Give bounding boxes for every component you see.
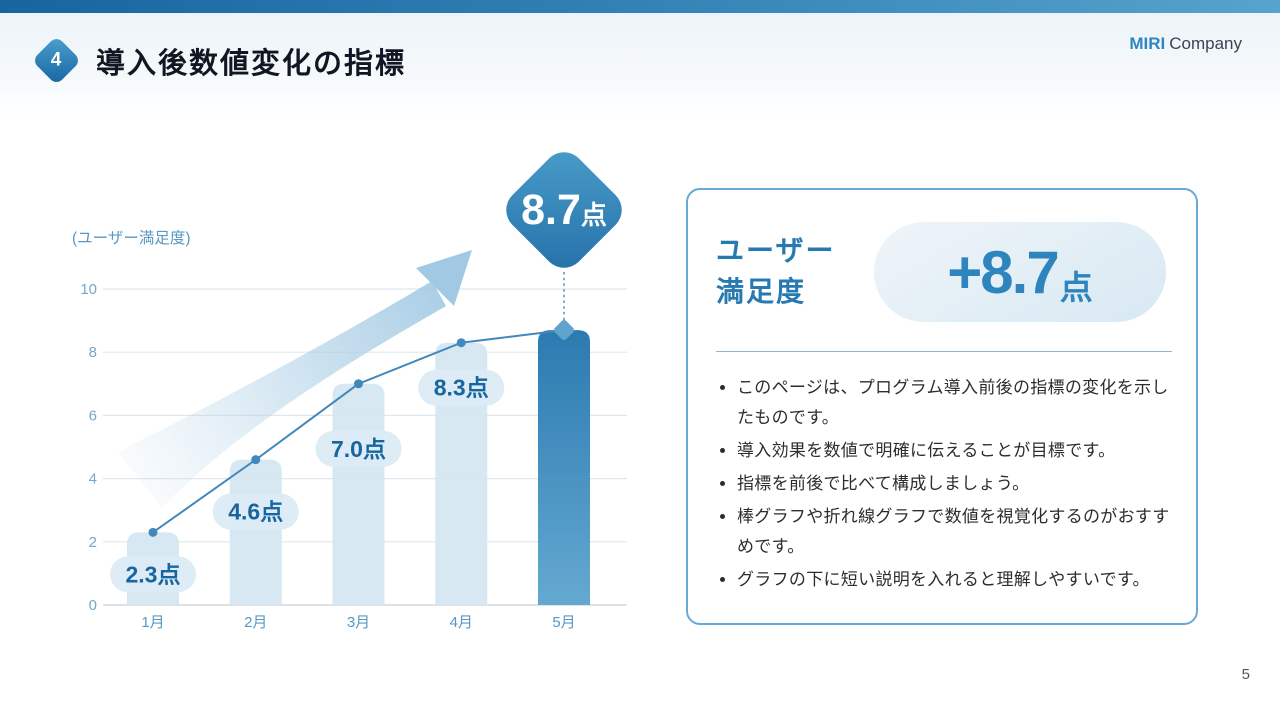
chart-bar (538, 330, 590, 605)
value-pill-label: 4.6点 (228, 499, 283, 525)
chart-callout: 8.7点 (506, 152, 622, 341)
line-dot (251, 455, 261, 465)
chart-bar (435, 342, 488, 605)
summary-card-header: ユーザー 満足度 +8.7 点 (716, 222, 1172, 322)
growth-arrow-icon (118, 250, 472, 508)
y-tick-label: 10 (80, 281, 97, 298)
logo-suffix: Company (1169, 34, 1242, 53)
top-accent-bar (0, 0, 1280, 13)
chart-axis-labels: 0 2 4 6 8 10 (ユーザー満足度) 1月 2月 3月 4月 5月 (72, 229, 576, 631)
y-tick-label: 2 (89, 534, 97, 551)
value-pill (212, 493, 299, 530)
bullet-item: 指標を前後で比べて構成しましょう。 (737, 469, 1172, 499)
value-pill-label: 2.3点 (126, 561, 181, 587)
x-tick-label: 2月 (244, 614, 267, 631)
callout-label: 8.7点 (521, 186, 607, 234)
satisfaction-chart: 2.3点 4.6点 7.0点 8.3点 8.7点 0 2 4 6 8 10 (ユーザー満足度) 1月… (72, 152, 627, 631)
x-tick-label: 4月 (450, 614, 473, 631)
company-logo: MIRI Company (1129, 34, 1242, 54)
bullet-item: このページは、プログラム導入前後の指標の変化を示したものです。 (737, 373, 1172, 433)
bullet-list: このページは、プログラム導入前後の指標の変化を示したものです。導入効果を数値で明… (716, 373, 1172, 595)
value-pill (418, 369, 505, 406)
line-dot (354, 379, 363, 389)
value-pill-label: 7.0点 (331, 436, 386, 462)
y-tick-label: 0 (89, 597, 97, 614)
callout-diamond (506, 152, 622, 268)
page-title: 導入後数値変化の指標 (96, 48, 407, 80)
metric-label-line2: 満足度 (716, 276, 807, 307)
bar-top-diamond-marker (553, 320, 575, 341)
bullet-item: 導入効果を数値で明確に伝えることが目標です。 (737, 436, 1172, 466)
x-tick-label: 5月 (552, 614, 575, 631)
line-dot (456, 338, 466, 348)
y-axis-title: (ユーザー満足度) (72, 229, 191, 247)
metric-label: ユーザー 満足度 (716, 231, 835, 312)
value-pill (315, 430, 402, 467)
score-badge-unit: 点 (1059, 269, 1093, 306)
chart-bar (332, 383, 385, 605)
bullet-item: グラフの下に短い説明を入れると理解しやすいです。 (737, 565, 1172, 595)
summary-card: ユーザー 満足度 +8.7 点 このページは、プログラム導入前後の指標の変化を示… (686, 188, 1198, 625)
y-tick-label: 6 (89, 407, 97, 424)
chart-bar (229, 459, 282, 605)
card-divider (716, 351, 1172, 352)
chart-value-labels: 2.3点 4.6点 7.0点 8.3点 (110, 369, 505, 593)
x-tick-label: 3月 (347, 614, 370, 631)
logo-brand: MIRI (1129, 34, 1166, 53)
bullet-item: 棒グラフや折れ線グラフで数値を視覚化するのがおすすめです。 (737, 502, 1172, 562)
x-tick-label: 1月 (141, 614, 164, 631)
y-tick-label: 4 (89, 471, 97, 488)
line-dot (148, 527, 158, 537)
page-number: 5 (1241, 666, 1250, 683)
value-pill-label: 8.3点 (434, 375, 489, 401)
metric-label-line1: ユーザー (716, 235, 836, 267)
chart-trend-line (148, 329, 565, 537)
y-tick-label: 8 (89, 344, 97, 361)
score-badge: +8.7 点 (874, 222, 1166, 322)
score-badge-value: +8.7 (947, 238, 1059, 306)
value-pill (110, 556, 196, 593)
header-background (0, 13, 1280, 120)
